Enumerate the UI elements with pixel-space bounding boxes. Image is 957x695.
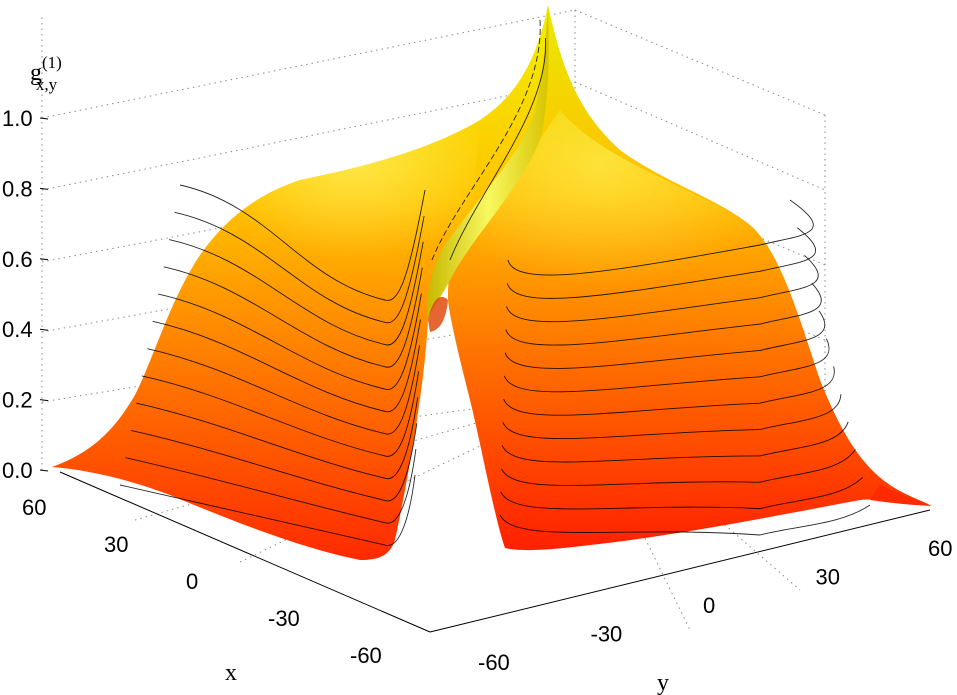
y-axis-label: y xyxy=(657,670,669,695)
z-tick-label: 0.0 xyxy=(2,458,33,483)
contour-line-right xyxy=(501,421,849,463)
z-tick-label: 0.4 xyxy=(2,317,33,342)
contour-line-left xyxy=(141,371,420,457)
contour-line-left xyxy=(163,266,423,368)
contour-line-ridge xyxy=(449,37,546,261)
y-tick-label: 0 xyxy=(703,593,715,618)
contour-line-right xyxy=(501,449,856,486)
contour-line-right xyxy=(505,282,822,346)
contour-line-right xyxy=(503,366,835,416)
z-tick-mark xyxy=(39,469,49,472)
contour-line-left xyxy=(136,397,419,480)
z-tick-label: 1.0 xyxy=(2,106,33,131)
y-tick-label: -30 xyxy=(591,622,623,647)
z-tick-mark xyxy=(39,117,49,120)
z-tick-mark xyxy=(39,399,49,402)
contour-line-left xyxy=(125,449,417,524)
contour-line-left xyxy=(158,293,422,390)
contour-line-right xyxy=(502,394,842,440)
contour-line-right xyxy=(503,338,830,393)
z-tick-mark xyxy=(39,187,49,190)
z-axis-label-sup: (1) xyxy=(42,53,62,72)
contour-line-left xyxy=(168,239,424,346)
y-tick-label: 30 xyxy=(816,565,840,590)
z-tick-label: 0.8 xyxy=(2,176,33,201)
y-tick-label: -60 xyxy=(478,650,510,675)
contour-line-right xyxy=(500,476,864,510)
z-axis-label-main: g xyxy=(30,60,42,86)
contour-line-right xyxy=(507,199,814,276)
z-axis-label: g(1) x,y xyxy=(30,53,62,94)
surface-right-tail xyxy=(870,485,932,506)
contour-line-right xyxy=(506,255,819,323)
contour-line-left xyxy=(119,474,416,546)
y-axis-ticks: -60 -30 0 30 60 xyxy=(478,536,952,675)
contour-line-right xyxy=(499,504,871,536)
contour-line-ridge xyxy=(431,19,541,261)
z-tick-mark xyxy=(39,328,49,331)
surface-left-highlight xyxy=(200,120,480,320)
z-tick-label: 0.6 xyxy=(2,247,33,272)
z-tick-label: 0.2 xyxy=(2,388,33,413)
x-axis-ticks: 60 30 0 -30 -60 xyxy=(22,495,382,668)
z-axis-label-sub: x,y xyxy=(36,75,58,94)
contour-line-left xyxy=(147,345,420,435)
x-tick-label: 30 xyxy=(104,532,128,557)
contour-line-left xyxy=(174,211,425,324)
contour-line-left xyxy=(179,184,426,301)
x-axis-label: x xyxy=(225,660,237,686)
z-axis-ticks: 0.0 0.2 0.4 0.6 0.8 1.0 xyxy=(2,106,49,483)
surface xyxy=(52,5,932,560)
contour-line-left xyxy=(130,423,418,502)
surface-ridge xyxy=(427,5,549,320)
z-tick-mark xyxy=(39,258,49,261)
surface-inner-shadow xyxy=(428,296,448,332)
contour-line-left xyxy=(152,319,421,413)
contour-line-right xyxy=(504,310,826,369)
contour-lines xyxy=(119,19,871,546)
x-tick-label: -60 xyxy=(350,643,382,668)
x-tick-label: -30 xyxy=(268,606,300,631)
x-tick-label: 0 xyxy=(186,569,198,594)
y-tick-label: 60 xyxy=(928,536,952,561)
axes xyxy=(59,471,931,633)
x-tick-label: 60 xyxy=(22,495,46,520)
contour-line-right xyxy=(506,227,816,299)
